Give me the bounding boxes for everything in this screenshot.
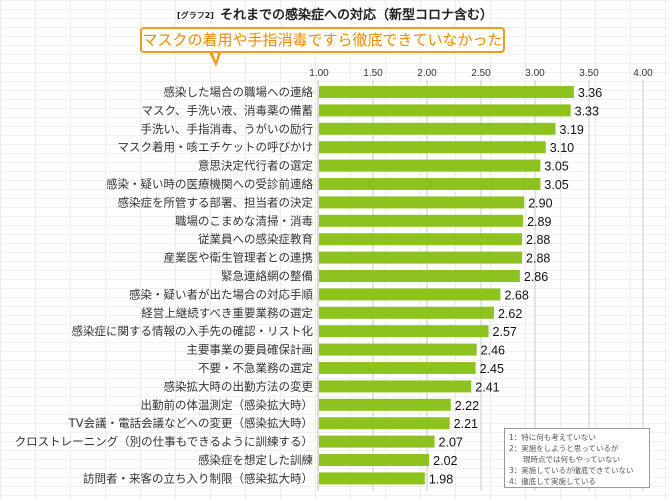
category-label: 訪問者・来客の立ち入り制限（感染拡大時） (83, 471, 313, 485)
category-label: 感染症を所管する部署、担当者の決定 (118, 195, 314, 209)
category-label: マスク、手洗い液、消毒薬の備蓄 (142, 103, 313, 117)
category-label: 感染・疑い者が出た場合の対応手順 (129, 287, 313, 301)
bar (319, 196, 525, 209)
chart-title-text: それまでの感染症への対応（新型コロナ含む） (219, 8, 493, 23)
value-label: 2.88 (526, 233, 550, 247)
category-label: 感染した場合の職場への連絡 (164, 85, 314, 99)
bar (319, 270, 520, 282)
tick-label: 4.00 (633, 68, 653, 79)
bar (319, 417, 450, 430)
bar (319, 362, 476, 374)
value-label: 2.45 (480, 362, 504, 376)
bar (319, 398, 451, 411)
tick-label: 1.00 (309, 68, 329, 79)
bar (319, 472, 425, 485)
tick-label: 2.00 (417, 68, 437, 79)
bars (319, 86, 574, 485)
bar (319, 325, 489, 338)
value-label: 2.02 (433, 454, 457, 468)
bar (319, 435, 435, 448)
bar (319, 178, 541, 190)
category-label: TV会議・電話会議などへの変更（感染拡大時） (68, 416, 313, 430)
callout-box: マスクの着用や手指消毒ですら徹底できていなかった (140, 27, 505, 53)
value-label: 3.36 (578, 86, 602, 100)
value-label: 3.33 (575, 104, 599, 118)
bar (319, 159, 541, 172)
legend-item: 4：徹底して実施している (509, 477, 596, 486)
category-label: 不要・不急業務の選定 (198, 361, 313, 375)
legend-item: 2：実施をしようと思っているが (509, 444, 619, 453)
bar (319, 288, 501, 301)
category-label: 意思決定代行者の選定 (198, 159, 313, 173)
category-label: 感染拡大時の出勤方法の変更 (164, 379, 314, 393)
value-label: 2.88 (526, 252, 550, 266)
bar (319, 251, 523, 264)
category-label: 感染症を想定した訓練 (198, 453, 313, 467)
bar (319, 86, 574, 98)
value-label: 2.21 (454, 417, 478, 431)
value-label: 2.22 (455, 399, 479, 413)
bar (319, 104, 571, 117)
tick-label: 3.00 (525, 68, 545, 79)
category-labels: 感染した場合の職場への連絡マスク、手洗い液、消毒薬の備蓄手洗い、手指消毒、うがい… (15, 85, 314, 485)
value-label: 2.57 (493, 325, 517, 339)
callout-text: マスクの着用や手指消毒ですら徹底できていなかった (142, 31, 503, 49)
chart-title: [グラフ2] それまでの感染症への対応（新型コロナ含む） (0, 4, 670, 23)
bar (319, 122, 556, 135)
bar (319, 380, 472, 393)
bar (319, 306, 494, 319)
category-label: 出勤前の体温測定（感染拡大時） (141, 398, 314, 412)
category-label: 感染・疑い時の医療機関への受診前連絡 (106, 177, 313, 191)
value-label: 3.19 (560, 123, 584, 137)
x-axis-ticks: 1.00 1.50 2.00 2.50 3.00 3.50 4.00 (309, 68, 653, 79)
category-label: 職場のこまめな清掃・消毒 (175, 214, 313, 228)
category-label: 手洗い、手指消毒、うがいの励行 (141, 122, 314, 136)
tick-label: 1.50 (363, 68, 383, 79)
value-label: 2.62 (498, 307, 522, 321)
chart-title-prefix: [グラフ2] (177, 11, 214, 20)
bar (319, 454, 430, 466)
category-label: 経営上継続すべき重要業務の選定 (141, 306, 313, 320)
legend-item: 1：特に何も考えていない (509, 433, 596, 442)
bar (319, 343, 477, 356)
category-label: 従業員への感染症教育 (198, 232, 313, 246)
bar (319, 233, 523, 246)
value-label: 3.05 (544, 160, 568, 174)
value-label: 2.41 (475, 380, 499, 394)
value-label: 3.05 (544, 178, 568, 192)
value-label: 2.68 (504, 288, 528, 302)
category-label: クロストレーニング（別の仕事もできるように訓練する） (15, 435, 313, 449)
legend-item: 現時点では何もやっていない (523, 455, 621, 464)
category-label: 感染症に関する情報の入手先の確認・リスト化 (72, 324, 314, 338)
value-labels: 3.36 3.33 3.19 3.10 3.05 3.05 2.90 2.89 2.88 2.88… (429, 86, 602, 486)
value-label: 2.90 (528, 196, 552, 210)
bar (319, 141, 546, 154)
legend-box: 1：特に何も考えていない 2：実施をしようと思っているが 現時点では何もやってい… (504, 428, 650, 488)
tick-label: 2.50 (471, 68, 491, 79)
value-label: 3.10 (550, 141, 574, 155)
category-label: 緊急連絡網の整備 (221, 269, 313, 283)
category-label: 主要事業の要員確保計画 (187, 343, 314, 357)
value-label: 2.07 (439, 436, 463, 450)
tick-label: 3.50 (579, 68, 599, 79)
value-label: 2.89 (527, 215, 551, 229)
value-label: 2.86 (524, 270, 548, 284)
category-label: 産業医や衛生管理者との連携 (164, 251, 313, 265)
bar (319, 214, 524, 227)
value-label: 1.98 (429, 472, 453, 486)
category-label: マスク着用・咳エチケットの呼びかけ (118, 140, 314, 154)
legend-item: 3：実施しているが徹底できていない (509, 466, 634, 475)
value-label: 2.46 (481, 344, 505, 358)
